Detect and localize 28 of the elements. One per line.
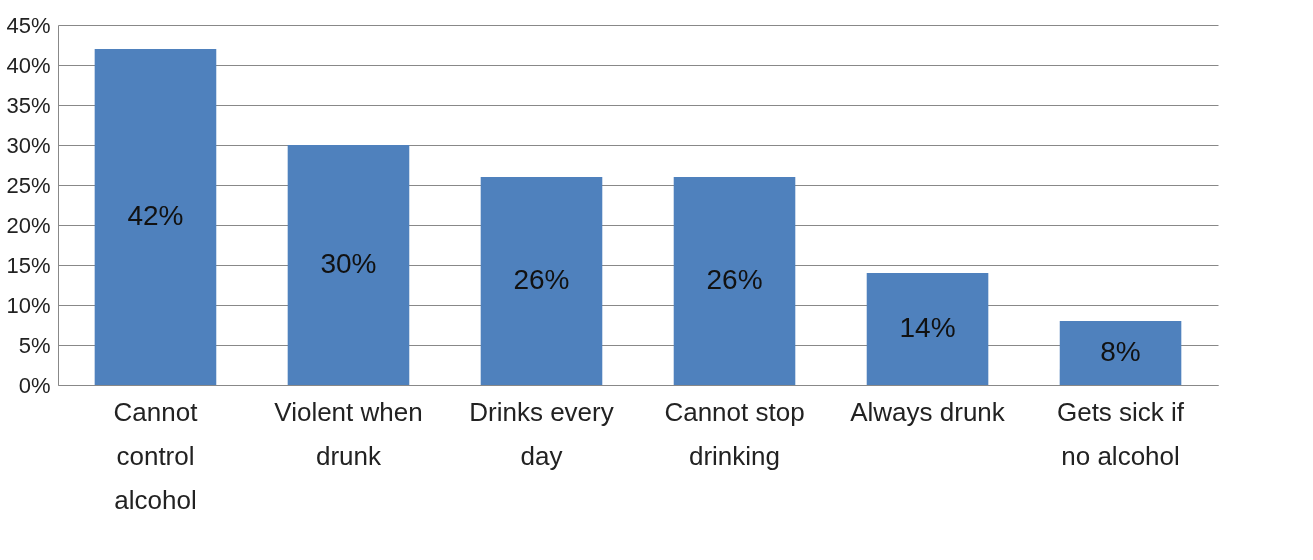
x-tick-label: Cannot control alcohol xyxy=(113,396,199,515)
data-label: 14% xyxy=(899,312,956,343)
y-tick-label: 0% xyxy=(18,372,51,398)
x-tick-label: Drinks every day xyxy=(469,396,614,471)
data-label: 26% xyxy=(706,264,763,295)
data-label: 42% xyxy=(127,200,184,231)
y-tick-label: 45% xyxy=(6,12,51,38)
bar xyxy=(673,177,796,385)
x-tick-label: Cannot stop drinking xyxy=(664,396,805,471)
y-tick-label: 15% xyxy=(6,252,51,278)
data-label: 30% xyxy=(320,248,377,279)
y-tick-label: 35% xyxy=(6,92,51,118)
y-tick-label: 25% xyxy=(6,172,51,198)
x-tick-label: Gets sick if no alcohol xyxy=(1056,396,1185,471)
y-tick-label: 10% xyxy=(6,292,51,318)
bar xyxy=(1059,321,1182,385)
y-tick-label: 5% xyxy=(18,332,51,358)
bar xyxy=(94,49,217,385)
bar xyxy=(287,145,410,385)
bar xyxy=(866,273,989,385)
y-tick-label: 40% xyxy=(6,52,51,78)
x-tick-label: Always drunk xyxy=(850,396,1006,427)
x-tick-label: Violent when drunk xyxy=(274,396,423,471)
bar xyxy=(480,177,603,385)
data-label: 26% xyxy=(513,264,570,295)
y-tick-label: 30% xyxy=(6,132,51,158)
y-tick-label: 20% xyxy=(6,212,51,238)
data-label: 8% xyxy=(1100,336,1141,367)
